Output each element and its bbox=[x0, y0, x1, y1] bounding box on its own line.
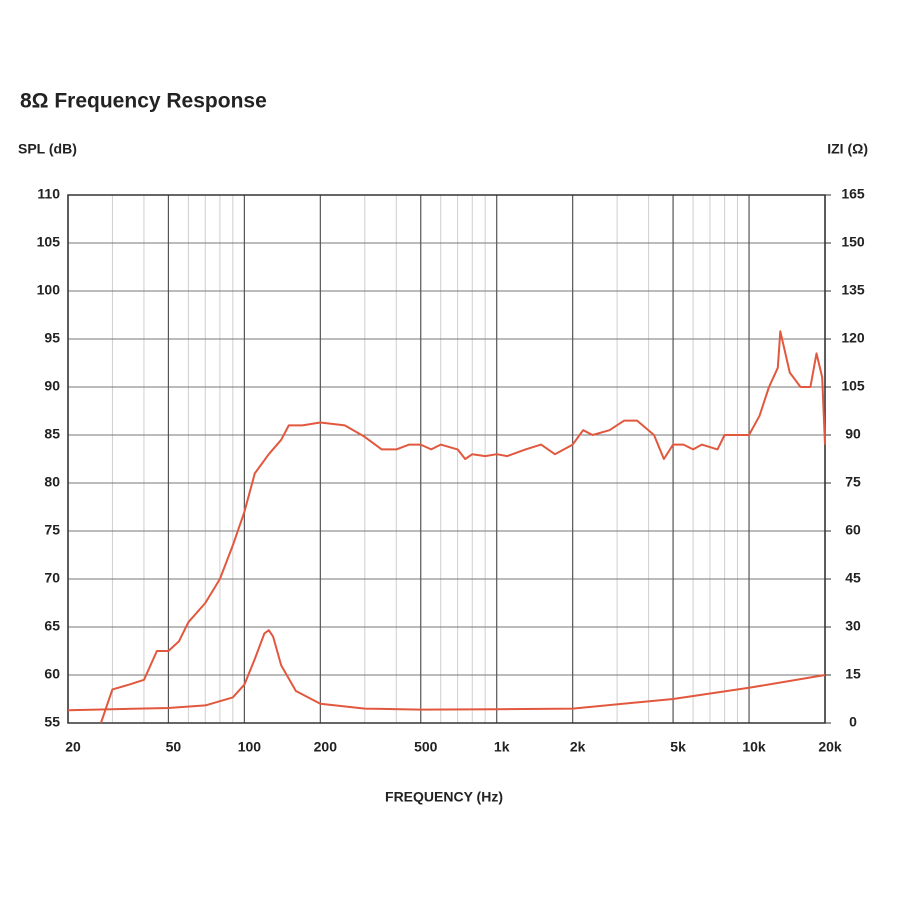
y2-tick-label: 30 bbox=[845, 618, 861, 634]
y2-tick-label: 120 bbox=[841, 330, 865, 346]
y2-tick-label: 105 bbox=[841, 378, 865, 394]
y-axis-label: SPL (dB) bbox=[18, 141, 77, 157]
y-tick-label: 55 bbox=[44, 714, 60, 730]
y2-tick-label: 150 bbox=[841, 234, 865, 250]
y2-tick-label: 60 bbox=[845, 522, 861, 538]
x-tick-label: 10k bbox=[742, 739, 766, 755]
y2-tick-label: 165 bbox=[841, 186, 865, 202]
y-tick-label: 95 bbox=[44, 330, 60, 346]
y2-tick-label: 45 bbox=[845, 570, 861, 586]
y2-tick-label: 75 bbox=[845, 474, 861, 490]
plot-frame bbox=[67, 194, 826, 724]
series-line bbox=[67, 629, 826, 712]
y-tick-label: 70 bbox=[44, 570, 60, 586]
y-tick-label: 110 bbox=[37, 186, 60, 202]
y2-tick-label: 0 bbox=[849, 714, 857, 730]
x-tick-label: 2k bbox=[570, 739, 586, 755]
y-tick-label: 105 bbox=[37, 234, 61, 250]
y-tick-label: 80 bbox=[44, 474, 60, 490]
x-tick-label: 200 bbox=[314, 739, 338, 755]
y-tick-label: 75 bbox=[44, 522, 60, 538]
x-axis-label: FREQUENCY (Hz) bbox=[385, 789, 503, 805]
series-line bbox=[99, 330, 826, 724]
y2-tick-label: 90 bbox=[845, 426, 861, 442]
y2-tick-label: 15 bbox=[845, 666, 861, 682]
y2-axis-label: IZI (Ω) bbox=[827, 141, 868, 157]
y-tick-label: 100 bbox=[37, 282, 61, 298]
x-tick-label: 20 bbox=[65, 739, 81, 755]
x-tick-label: 500 bbox=[414, 739, 438, 755]
y-tick-label: 90 bbox=[44, 378, 60, 394]
chart-title: 8Ω Frequency Response bbox=[20, 90, 267, 113]
x-tick-label: 100 bbox=[238, 739, 262, 755]
x-tick-label: 20k bbox=[818, 739, 842, 755]
y-tick-label: 65 bbox=[44, 618, 60, 634]
y-tick-label: 85 bbox=[44, 426, 60, 442]
y2-tick-label: 135 bbox=[841, 282, 865, 298]
x-tick-label: 5k bbox=[670, 739, 686, 755]
y-tick-label: 60 bbox=[44, 666, 60, 682]
x-tick-label: 1k bbox=[494, 739, 510, 755]
x-tick-label: 50 bbox=[166, 739, 182, 755]
